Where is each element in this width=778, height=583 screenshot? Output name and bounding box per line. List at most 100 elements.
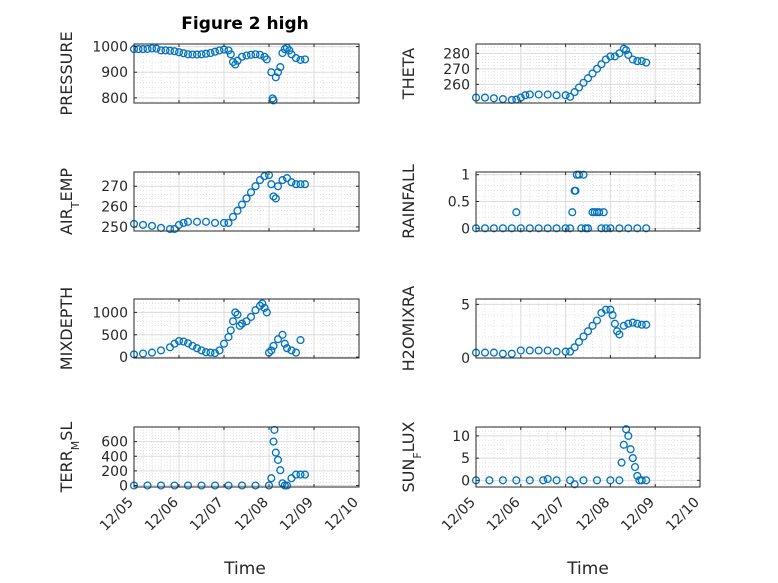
data-point [539,476,548,485]
plot-area [134,299,359,358]
data-point [543,346,552,355]
data-point [571,186,580,195]
data-point [206,48,215,58]
data-point [237,52,247,61]
data-point [226,50,235,59]
data-point [610,319,619,328]
x-tick-label: 12/07 [529,495,569,535]
data-point [525,346,534,355]
y-tick-label: 600 [101,435,128,451]
data-series [471,44,651,104]
data-point [291,180,301,189]
data-point [615,330,624,339]
tick-marks [475,299,701,359]
y-axis-label: THETA [399,48,418,100]
data-point [161,46,170,55]
data-point [255,301,265,310]
y-tick-label: 800 [101,91,128,107]
y-tick-label: 0 [119,479,128,495]
data-point [291,470,301,479]
data-point [583,327,593,336]
data-point [525,90,534,99]
data-point [642,476,651,485]
data-series [471,305,651,358]
data-point [179,218,188,227]
data-point [174,336,184,346]
data-point [622,46,631,55]
data-point [574,170,584,179]
data-point [156,346,166,355]
data-point [215,346,224,355]
data-point [296,336,305,345]
data-point [552,91,561,100]
data-point [583,74,593,83]
data-point [255,50,265,59]
plot-area [476,299,700,358]
data-point [251,481,260,490]
data-point [271,73,280,82]
data-point [246,312,256,321]
data-point [278,176,287,185]
data-point [143,44,152,53]
data-point [566,476,575,485]
data-point [619,440,628,449]
data-point [152,44,161,53]
data-point [590,208,599,217]
data-point [624,50,633,59]
data-point [192,217,202,226]
data-point [251,182,260,191]
data-point [512,208,521,217]
minor-grid [134,426,359,487]
y-axis-label: MIXDEPTH [57,287,76,370]
data-point [174,48,184,57]
y-tick-label: 270 [101,179,128,195]
data-point [147,44,157,53]
data-point [260,52,269,61]
data-point [170,224,179,234]
data-point [269,341,278,350]
data-point [260,303,269,312]
minor-grid [476,299,700,358]
data-point [271,448,280,457]
data-point [601,224,610,233]
data-point [592,476,602,485]
data-point [226,326,235,335]
plot-area [476,44,700,103]
data-point [615,476,624,485]
subplot-pressure: 800 900 1000 PRESSURE [57,31,360,116]
y-tick-label: 1000 [92,305,128,321]
data-point [228,317,238,326]
y-tick-label: 0 [461,351,470,367]
data-point [300,55,310,64]
data-point [507,349,516,358]
data-point [561,224,570,233]
subplot-sun-flux: 0 5 10 SUNFLUX 12/05 12/06 12/07 12/08 12/09 12/1… [399,421,703,534]
x-tick-label: 12/08 [573,495,613,535]
subplot-rainfall: 0 0.5 1 RAINFALL [399,164,701,239]
data-point [489,224,498,233]
y-tick-label: 5 [461,451,470,467]
data-series [129,171,310,234]
data-point [543,474,552,484]
axes-box [133,298,360,359]
x-tick-label: 12/09 [277,495,317,535]
data-point [597,224,606,233]
major-grid [476,44,700,103]
x-tick-label: 12/09 [618,495,658,535]
data-series [471,170,651,233]
data-point [583,224,593,233]
data-point [300,470,310,479]
y-axis-label: RAINFALL [399,164,418,239]
data-point [242,194,251,203]
data-point [516,224,525,233]
data-point [599,208,608,217]
data-point [480,348,490,357]
tick-marks [133,172,360,231]
figure-title: Figure 2 high [181,14,309,34]
y-tick-label: 0 [461,221,470,237]
y-axis-label: H2OMIXRA [399,286,418,372]
data-point [278,330,287,339]
y-axis-label: TERRMSL [57,422,82,494]
major-grid [134,44,359,103]
